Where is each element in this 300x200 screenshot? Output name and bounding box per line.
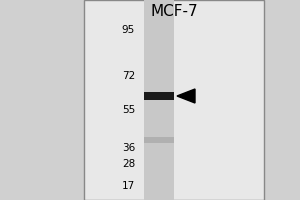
Text: 72: 72	[122, 71, 135, 81]
Bar	[144, 92, 174, 100]
Text: 28: 28	[122, 159, 135, 169]
Bar	[144, 0, 174, 200]
Bar	[144, 137, 174, 143]
Text: 95: 95	[122, 25, 135, 35]
Text: MCF-7: MCF-7	[150, 4, 198, 19]
Text: 55: 55	[122, 105, 135, 115]
Text: 36: 36	[122, 143, 135, 153]
Polygon shape	[177, 89, 195, 103]
Text: 17: 17	[122, 181, 135, 191]
Bar	[84, 0, 264, 200]
